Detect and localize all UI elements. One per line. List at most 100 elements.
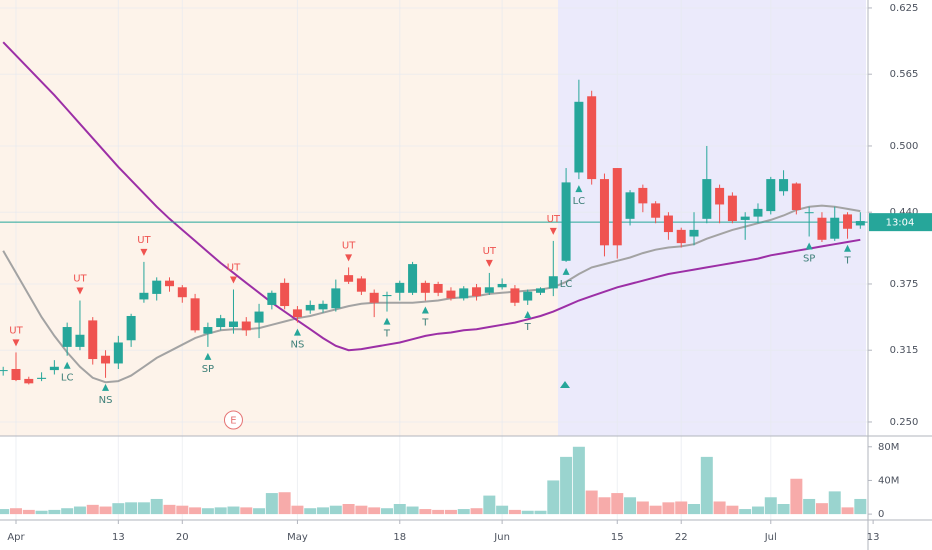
signal-label: NS [291, 340, 305, 351]
signal-marker [12, 339, 20, 347]
candle-body [254, 311, 264, 323]
y-tick-label: 0.565 [890, 69, 919, 80]
volume-bar [329, 505, 342, 515]
volume-bar [355, 505, 368, 515]
candle-body [139, 292, 149, 300]
signal-label: SP [202, 364, 214, 375]
signal-marker [549, 227, 557, 235]
candle-body [267, 292, 277, 305]
volume-bar [380, 508, 393, 515]
candle-body [203, 327, 213, 334]
time-axis [0, 520, 932, 550]
y-tick-label: 0.500 [890, 141, 919, 152]
volume-bar [713, 501, 726, 515]
volume-bar [560, 456, 573, 515]
volume-bar [163, 504, 176, 515]
candle-body [804, 212, 814, 214]
candle-body [382, 295, 392, 297]
volume-bar [841, 507, 854, 515]
moving-average-line [2, 41, 861, 352]
volume-bar [253, 508, 266, 515]
candle-body [740, 216, 750, 220]
volume-bar [624, 497, 637, 515]
x-tick-label: 13 [867, 532, 880, 543]
candle-body [663, 215, 673, 233]
x-tick-label: 18 [393, 532, 406, 543]
volume-bar [598, 497, 611, 515]
x-tick-label: Apr [7, 532, 25, 543]
price-label: 13:04 [886, 218, 915, 229]
volume-bar [739, 509, 752, 515]
volume-bar [547, 480, 560, 515]
candle-body [165, 280, 175, 287]
candle-body [855, 221, 865, 226]
volume-bar [22, 509, 35, 515]
candle-body [37, 377, 47, 379]
signal-label: LC [61, 373, 74, 384]
volume-bar [572, 446, 585, 515]
candle-body [830, 217, 840, 239]
signal-marker [383, 317, 391, 325]
candle-body [190, 298, 200, 331]
volume-bar [521, 510, 534, 515]
volume-bar [304, 508, 317, 515]
signal-marker [805, 242, 813, 250]
volume-bar [342, 504, 355, 515]
volume-bar [611, 493, 624, 515]
volume-bar [368, 507, 381, 515]
signal-marker [844, 244, 852, 252]
candle-body [459, 288, 469, 299]
volume-bar [534, 510, 547, 515]
candle-body [177, 287, 187, 298]
price-axis [868, 0, 932, 550]
volume-bar [726, 505, 739, 515]
volume-bar [112, 503, 125, 515]
signal-marker [140, 248, 148, 256]
x-tick-label: Jul [764, 532, 777, 543]
signal-label: SP [803, 253, 815, 264]
volume-bar [291, 505, 304, 515]
y-tick-label: 0.250 [890, 417, 919, 428]
volume-bar [0, 509, 10, 515]
candle-body [766, 179, 776, 212]
signal-marker [421, 306, 429, 314]
volume-bar [496, 505, 509, 515]
candle-body [420, 282, 430, 293]
volume-bar [432, 509, 445, 515]
candle-body [228, 321, 238, 328]
candle-body [216, 318, 226, 328]
candle-body [651, 203, 661, 218]
signal-marker [76, 287, 84, 295]
candle-body [280, 282, 290, 307]
y2-tick-label: 0 [878, 509, 884, 520]
candle-body [331, 288, 341, 309]
y2-tick-label: 80M [878, 442, 899, 453]
x-tick-label: 20 [176, 532, 189, 543]
price-label-box [869, 213, 932, 232]
signal-label: T [524, 322, 532, 333]
event-marker [223, 410, 243, 430]
candle-body [62, 327, 72, 347]
candle-body [536, 288, 546, 293]
candle-body [676, 229, 686, 244]
candle-body [75, 334, 85, 347]
candle-body [408, 264, 418, 293]
signal-marker [560, 381, 570, 388]
signal-marker [575, 185, 583, 193]
candle-body [817, 217, 827, 240]
volume-bar [828, 491, 841, 515]
y2-tick-label: 40M [878, 475, 899, 486]
y-tick-label: 0.625 [890, 3, 919, 14]
volume-bar [189, 507, 202, 515]
volume-bar [176, 505, 189, 515]
candle-body [369, 292, 379, 303]
candle-body [11, 368, 21, 381]
candle-body [88, 320, 98, 360]
candle-body [587, 96, 597, 180]
candle-body [126, 315, 136, 341]
candle-body [344, 275, 354, 282]
candle-body [689, 229, 699, 237]
volume-bar [508, 509, 521, 515]
